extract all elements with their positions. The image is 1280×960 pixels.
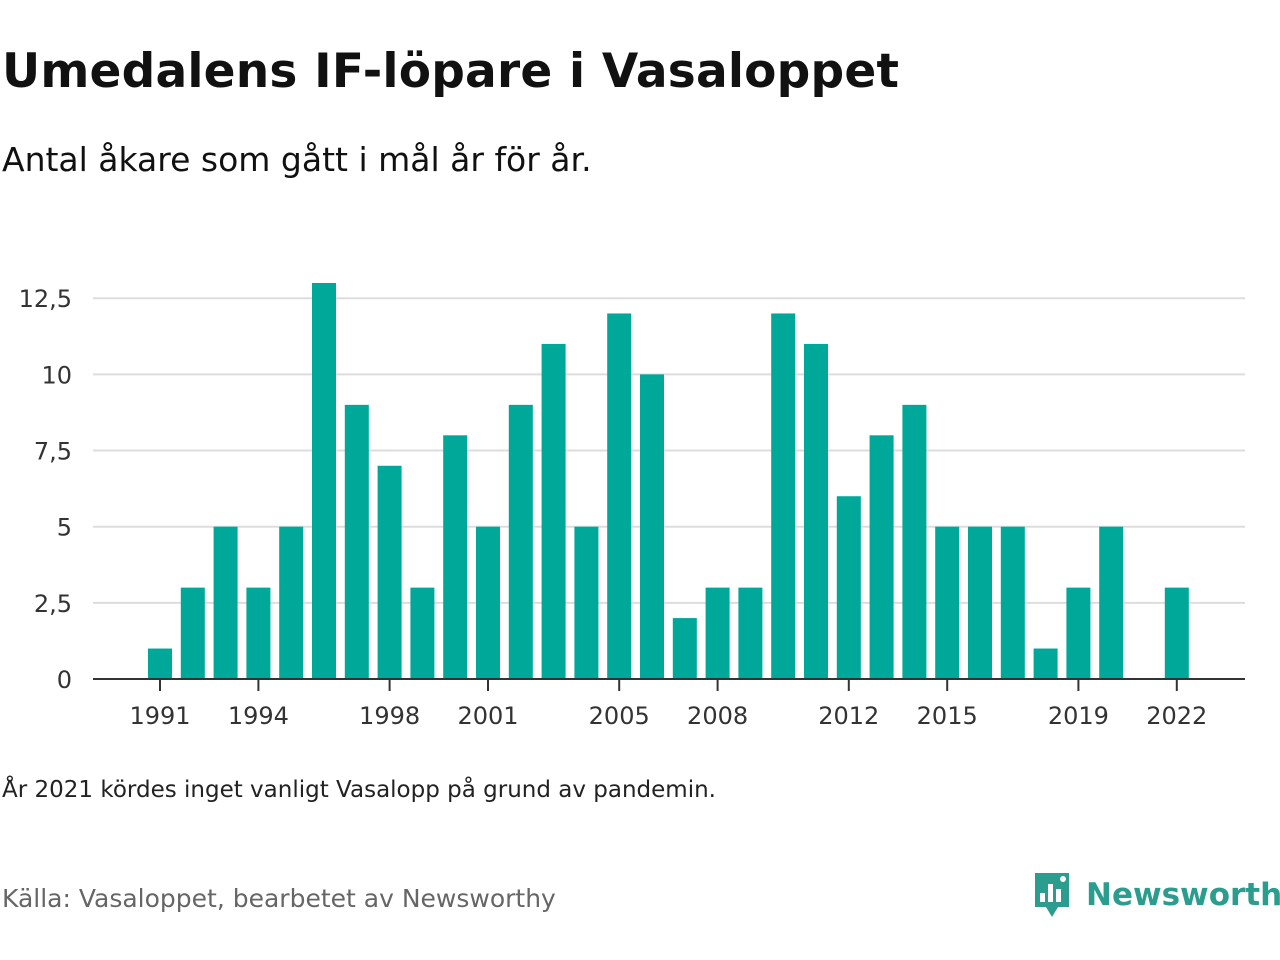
x-tick-label: 1998 xyxy=(359,702,420,730)
chart-subtitle: Antal åkare som gått i mål år för år. xyxy=(2,140,592,179)
newsworthy-logo-icon xyxy=(1035,873,1069,917)
bar-2019 xyxy=(1066,587,1091,679)
bar-2001 xyxy=(476,526,500,679)
x-tick-label: 2008 xyxy=(687,702,748,730)
bar-1997 xyxy=(344,404,369,679)
x-tick-label: 2015 xyxy=(917,702,978,730)
bar-1993 xyxy=(213,526,238,679)
bar-2002 xyxy=(508,404,533,679)
y-tick-label: 7,5 xyxy=(34,438,72,466)
gridlines xyxy=(93,297,1245,604)
chart-title: Umedalens IF-löpare i Vasaloppet xyxy=(2,44,900,99)
bar-2006 xyxy=(640,374,664,679)
x-tick-label: 2001 xyxy=(457,702,518,730)
bar-2012 xyxy=(836,496,861,679)
bar-chart: 0 2,5 5 7,5 10 12,5 1991 1994 1998 2001 2005 2008 2… xyxy=(19,283,1245,730)
bar-2018 xyxy=(1033,648,1058,679)
bar-2005 xyxy=(607,313,632,679)
y-tick-label: 2,5 xyxy=(34,590,72,618)
x-axis: 1991 1994 1998 2001 2005 2008 2012 2015 2019 2022 xyxy=(93,678,1245,730)
bar-2010 xyxy=(771,313,796,679)
source-credit: Källa: Vasaloppet, bearbetet av Newswort… xyxy=(2,884,556,913)
bar-1994 xyxy=(246,587,271,679)
bar-2016 xyxy=(968,526,992,679)
bar-2022 xyxy=(1164,587,1189,679)
bar-2020 xyxy=(1099,526,1124,679)
bar-2009 xyxy=(738,587,763,679)
bar-2013 xyxy=(869,435,894,679)
x-tick-label: 2012 xyxy=(818,702,879,730)
brand-name: Newsworthy xyxy=(1086,877,1280,913)
bar-1999 xyxy=(410,587,435,679)
bar-1992 xyxy=(180,587,205,679)
y-tick-label: 0 xyxy=(57,666,72,694)
x-tick-label: 1994 xyxy=(228,702,289,730)
bar-2015 xyxy=(935,526,960,679)
bar-1995 xyxy=(279,526,304,679)
bar-2000 xyxy=(443,435,468,679)
y-tick-label: 12,5 xyxy=(19,285,72,313)
bar-2014 xyxy=(902,404,927,679)
bar-2003 xyxy=(541,343,566,679)
y-tick-label: 5 xyxy=(57,514,72,542)
bar-2004 xyxy=(574,526,599,679)
bar-1991 xyxy=(148,648,172,679)
bar-2011 xyxy=(804,343,828,679)
x-tick-label: 2019 xyxy=(1048,702,1109,730)
bar-2007 xyxy=(672,618,697,679)
bars xyxy=(148,283,1189,679)
x-tick-label: 2005 xyxy=(589,702,650,730)
newsworthy-brand: Newsworthy xyxy=(1032,870,1280,920)
bar-1996 xyxy=(312,283,336,679)
y-tick-label: 10 xyxy=(41,361,72,389)
chart-note: År 2021 kördes inget vanligt Vasalopp på… xyxy=(2,777,716,803)
bar-2017 xyxy=(1000,526,1025,679)
bar-2008 xyxy=(705,587,730,679)
bar-1998 xyxy=(377,465,402,679)
x-tick-label: 2022 xyxy=(1146,702,1207,730)
x-tick-label: 1991 xyxy=(129,702,190,730)
y-axis-ticks: 0 2,5 5 7,5 10 12,5 xyxy=(19,285,72,694)
